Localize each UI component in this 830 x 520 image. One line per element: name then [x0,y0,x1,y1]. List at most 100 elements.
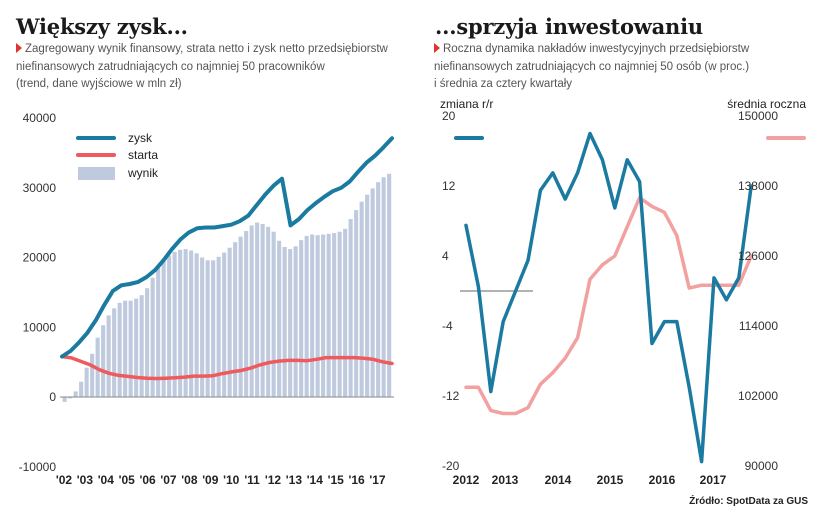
wynik-bar [326,233,331,397]
right-x-tick-label: 2016 [649,473,676,487]
right-right-y-tick-label: 102000 [738,389,778,403]
left-x-tick-label: '16 [348,473,365,487]
left-y-tick-label: -10000 [19,460,57,474]
wynik-bar [84,367,89,397]
wynik-bar [255,222,260,397]
right-right-y-tick-label: 126000 [738,249,778,263]
wynik-bar [106,315,111,397]
left-x-tick-label: '17 [369,473,386,487]
wynik-bar [282,247,287,397]
wynik-bar [117,302,122,397]
wynik-bar [112,308,117,397]
right-right-y-tick-label: 90000 [745,459,779,473]
right-left-y-tick-label: 20 [442,109,456,123]
wynik-bar [260,224,265,397]
left-x-tick-label: '06 [139,473,156,487]
left-subtitle-line-1: Zagregowany wynik finansowy, strata nett… [25,43,388,55]
legend-wynik-label: wynik [127,166,159,180]
wynik-bar [128,300,133,397]
wynik-bar [288,249,293,397]
wynik-bar [310,234,315,397]
wynik-bar [156,268,161,397]
right-left-y-tick-label: -12 [442,389,460,403]
wynik-bar [73,391,78,397]
right-x-tick-label: 2017 [700,473,727,487]
right-right-y-tick-label: 114000 [739,319,778,333]
wynik-bar [348,219,353,397]
srednia-roczna-line [464,195,753,416]
wynik-bar [337,231,342,397]
left-chart-title: Większy zysk... [16,14,188,39]
left-chart-subtitle: Zagregowany wynik finansowy, strata nett… [16,41,388,94]
wynik-bar [123,300,128,397]
wynik-bar [178,249,183,397]
left-x-tick-label: '10 [223,473,240,487]
right-subtitle-line-2: niefinansowych zatrudniających co najmni… [434,60,750,73]
wynik-bar [238,236,243,397]
left-x-tick-label: '02 [56,473,73,487]
wynik-bar [233,242,238,397]
wynik-bar [304,235,309,397]
legend-wynik-swatch [78,167,115,180]
left-x-tick-label: '14 [307,473,324,487]
right-subtitle-line-3: i średnia za cztery kwartały [434,78,573,90]
wynik-bar [216,256,221,397]
right-x-tick-label: 2012 [453,473,480,487]
left-x-tick-label: '04 [98,473,115,487]
wynik-bar [172,251,177,397]
wynik-bar [194,253,199,397]
wynik-bar [332,233,337,397]
wynik-bar [90,353,95,397]
wynik-bar [167,255,172,397]
left-x-tick-label: '12 [265,473,282,487]
wynik-bar [189,250,194,397]
legend-zysk-label: zysk [128,131,153,145]
wynik-bar [227,247,232,397]
zysk-line [60,136,394,359]
red-triangle-marker-icon [434,43,440,53]
wynik-bar [134,298,139,397]
wynik-bar [299,240,304,397]
source-note: Źródło: SpotData za GUS [689,496,808,507]
wynik-bar [343,228,348,397]
right-right-y-tick-label: 150000 [738,109,778,123]
wynik-bar [101,325,106,397]
right-x-tick-label: 2014 [545,473,572,487]
wynik-bar [370,188,375,397]
wynik-bar [277,240,282,397]
wynik-bar [365,194,370,397]
wynik-bar [244,231,249,397]
wynik-bar [200,257,205,397]
right-left-y-tick-label: -4 [442,319,453,333]
wynik-bar [205,260,210,397]
wynik-bar [68,397,73,399]
left-y-tick-label: 30000 [23,181,57,195]
wynik-bar [211,260,216,397]
right-left-axis-label: zmiana r/r [440,97,493,111]
wynik-bar [387,173,392,397]
legend-strata-label: starta [128,148,158,162]
right-x-tick-label: 2015 [597,473,624,487]
right-subtitle-line-1: Roczna dynamika nakładów inwestycyjnych … [443,43,750,55]
right-left-y-tick-label: -20 [442,459,460,473]
wynik-bar [354,210,359,397]
wynik-bar [315,235,320,397]
right-chart-title: ...sprzyja inwestowaniu [435,14,703,39]
wynik-bar [293,246,298,397]
wynik-bar [381,177,386,397]
left-x-tick-label: '03 [77,473,94,487]
wynik-bar [161,261,166,397]
left-subtitle-line-3: (trend, dane wyjściowe w mln zł) [16,78,182,90]
right-left-y-tick-label: 12 [442,179,456,193]
left-x-tick-label: '11 [244,473,260,487]
wynik-bar [145,288,150,397]
right-left-y-tick-label: 4 [442,249,449,263]
left-x-tick-label: '13 [286,473,303,487]
left-y-tick-label: 0 [49,390,56,404]
left-y-tick-label: 20000 [23,251,57,265]
left-x-tick-label: '05 [119,473,136,487]
left-x-tick-label: '07 [160,473,177,487]
wynik-bar [62,397,67,402]
wynik-bar [183,249,188,397]
